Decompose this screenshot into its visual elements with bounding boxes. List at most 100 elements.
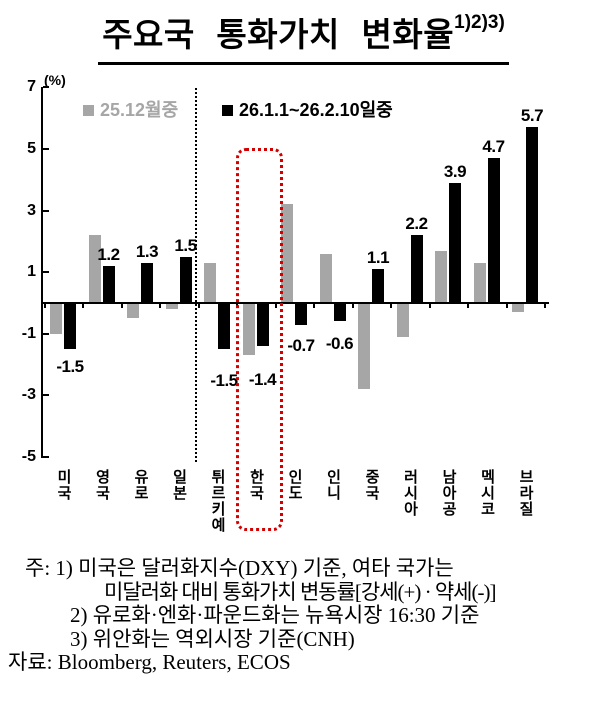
x-axis-tick xyxy=(505,304,508,308)
legend-swatch-black xyxy=(222,104,233,116)
y-axis-tick-label: -3 xyxy=(21,386,36,404)
y-axis-tick xyxy=(43,456,49,458)
bar-current-period xyxy=(102,266,115,303)
bar-prev-period xyxy=(435,250,447,303)
footnote-line-1: 주: 1) 미국은 달러화지수(DXY) 기준, 여타 국가는 xyxy=(25,556,454,580)
bar-current-period xyxy=(218,303,230,350)
bar-prev-period xyxy=(512,303,524,313)
category-label: 인도 xyxy=(286,469,303,501)
y-axis-tick xyxy=(43,86,49,89)
bar-prev-period xyxy=(127,303,139,319)
legend-item-prev-period: 25.12월중 xyxy=(83,101,178,119)
chart-title-footnote-refs: 1)2)3) xyxy=(454,12,505,33)
y-axis-tick-label: 1 xyxy=(27,263,36,281)
bar-current-period xyxy=(372,269,384,303)
chart-title-text: 주요국 통화가치 변화율 xyxy=(102,16,455,53)
y-axis-tick xyxy=(43,148,49,150)
x-axis-line xyxy=(41,302,549,304)
category-label: 중국 xyxy=(363,469,380,501)
category-label: 남아공 xyxy=(440,469,457,517)
value-label: -0.6 xyxy=(325,334,354,354)
bar-current-period xyxy=(141,262,153,303)
x-axis-tick xyxy=(197,304,200,308)
y-axis-tick xyxy=(43,271,49,274)
bar-current-period xyxy=(64,303,76,350)
category-label: 한국 xyxy=(247,469,265,501)
value-label: 2.2 xyxy=(405,214,428,234)
footnotes: 주: 1) 미국은 달러화지수(DXY) 기준, 여타 국가는 미달러화 대비 … xyxy=(0,556,607,675)
footnote-line-2: 2) 유로화·엔화·파운드화는 뉴욕시장 16:30 기준 xyxy=(70,603,480,627)
bar-current-period xyxy=(487,158,500,303)
y-axis-tick-label: 5 xyxy=(27,140,36,157)
period-separator-line xyxy=(195,88,197,462)
chart-title: 주요국 통화가치 변화율1)2)3) xyxy=(0,8,607,65)
x-axis-tick xyxy=(544,304,547,308)
bar-prev-period xyxy=(165,303,178,310)
bar-prev-period xyxy=(281,204,293,303)
value-label: 1.3 xyxy=(135,241,159,261)
category-label: 브라질 xyxy=(517,469,534,517)
value-label: 3.9 xyxy=(443,161,467,181)
value-label: 1.1 xyxy=(366,248,390,268)
bar-prev-period xyxy=(358,303,370,390)
y-axis-unit-label: (%) xyxy=(44,72,66,88)
x-axis-tick xyxy=(313,304,316,308)
x-axis-tick xyxy=(274,304,277,308)
bar-chart: (%) 25.12월중 26.1.1~26.2.10일중 7 5 3 1 -1 -3 -5 -… xyxy=(21,72,549,533)
footnote-line-3: 3) 위안화는 역외시장 기준(CNH) xyxy=(70,626,355,651)
bar-current-period xyxy=(179,256,192,303)
bar-prev-period xyxy=(204,262,216,303)
bar-current-period xyxy=(526,127,538,303)
y-axis-tick-label: 3 xyxy=(27,201,36,219)
x-axis-tick xyxy=(428,304,431,308)
bar-prev-period xyxy=(88,235,101,303)
x-axis-tick xyxy=(82,304,85,308)
y-axis-tick-label: -5 xyxy=(21,448,36,465)
y-axis-tick xyxy=(43,394,49,397)
bar-current-period xyxy=(410,235,423,303)
category-label: 러시아 xyxy=(401,469,419,517)
category-label: 일본 xyxy=(170,469,188,501)
value-label: -1.4 xyxy=(248,370,277,390)
value-label: -0.7 xyxy=(287,335,315,355)
category-label: 튀르키예 xyxy=(209,469,226,533)
bar-prev-period xyxy=(242,303,255,356)
x-axis-tick xyxy=(351,304,354,308)
y-axis-tick-label: -1 xyxy=(21,324,36,342)
bar-current-period xyxy=(449,182,461,303)
legend-label-prev-period: 25.12월중 xyxy=(100,100,179,120)
x-axis-tick xyxy=(43,304,46,308)
korea-highlight-box xyxy=(236,148,283,531)
y-axis-line xyxy=(41,87,43,458)
bar-current-period xyxy=(295,303,307,325)
bar-prev-period xyxy=(396,303,409,337)
legend-item-current-period: 26.1.1~26.2.10일중 xyxy=(222,101,393,119)
category-label: 미국 xyxy=(55,469,72,501)
category-label: 유로 xyxy=(132,469,149,501)
x-axis-tick xyxy=(390,304,393,308)
value-label: 4.7 xyxy=(482,137,505,157)
y-axis-tick xyxy=(43,332,49,335)
bar-prev-period xyxy=(50,303,62,334)
bar-prev-period xyxy=(319,253,332,303)
value-label: 1.5 xyxy=(174,235,197,255)
value-label: -1.5 xyxy=(210,371,238,391)
category-label: 인니 xyxy=(324,469,342,501)
y-axis-tick-label: 7 xyxy=(27,78,36,96)
category-label: 영국 xyxy=(93,469,111,501)
source-line: 자료: Bloomberg, Reuters, ECOS xyxy=(8,650,291,674)
bar-current-period xyxy=(256,303,269,347)
legend-swatch-gray xyxy=(83,104,94,116)
category-label: 멕시코 xyxy=(478,469,496,517)
chart-title-underline: 주요국 통화가치 변화율1)2)3) xyxy=(98,8,509,65)
legend-label-current-period: 26.1.1~26.2.10일중 xyxy=(239,100,393,120)
x-axis-tick xyxy=(120,304,123,308)
value-label: 1.2 xyxy=(97,245,120,265)
x-axis-tick xyxy=(159,304,162,308)
footnote-line-1-continued: 미달러화 대비 통화가치 변동률[강세(+) · 약세(-)] xyxy=(104,579,496,604)
x-axis-tick xyxy=(467,304,470,308)
bar-current-period xyxy=(333,303,346,322)
bar-prev-period xyxy=(473,262,486,303)
value-label: -1.5 xyxy=(56,357,84,377)
